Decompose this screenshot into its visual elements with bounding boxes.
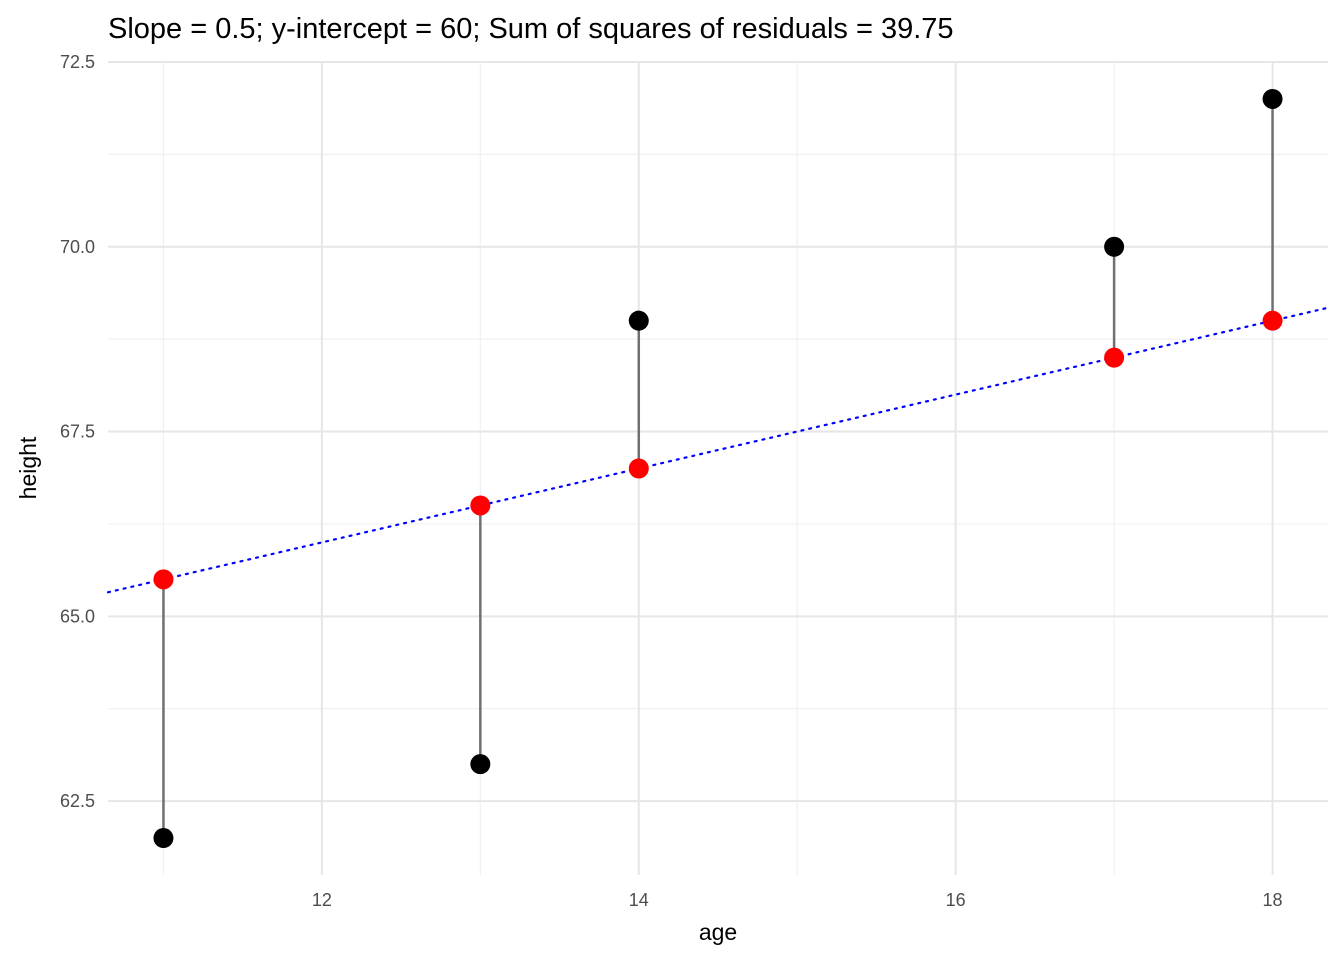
observed-point	[153, 828, 174, 849]
y-tick-label: 72.5	[60, 52, 95, 72]
y-tick-label: 67.5	[60, 422, 95, 442]
y-axis-title: height	[15, 436, 41, 499]
fitted-point	[1104, 347, 1125, 368]
x-tick-label: 16	[946, 890, 966, 910]
residual-segments	[162, 98, 1274, 839]
grid	[108, 61, 1328, 875]
x-tick-label: 12	[312, 890, 332, 910]
fitted-points	[153, 310, 1283, 590]
observed-point	[1262, 88, 1283, 109]
y-tick-label: 70.0	[60, 237, 95, 257]
fitted-point	[153, 569, 174, 590]
y-tick-label: 65.0	[60, 606, 95, 626]
observed-point	[470, 754, 491, 775]
observed-point	[1104, 236, 1125, 257]
chart-title: Slope = 0.5; y-intercept = 60; Sum of sq…	[108, 13, 954, 45]
x-tick-label: 18	[1263, 890, 1283, 910]
y-axis-ticks: 62.5 65.0 67.5 70.0 72.5	[60, 52, 95, 811]
fitted-point	[1262, 310, 1283, 331]
x-axis-ticks: 12 14 16 18	[312, 890, 1283, 910]
x-axis-title: age	[699, 919, 737, 945]
fitted-point	[470, 495, 491, 516]
fit-line	[106, 306, 1330, 594]
fit-line-layer	[106, 306, 1330, 594]
fitted-point	[628, 458, 649, 479]
x-tick-label: 14	[629, 890, 649, 910]
observed-points	[153, 88, 1283, 849]
y-tick-label: 62.5	[60, 791, 95, 811]
observed-point	[628, 310, 649, 331]
